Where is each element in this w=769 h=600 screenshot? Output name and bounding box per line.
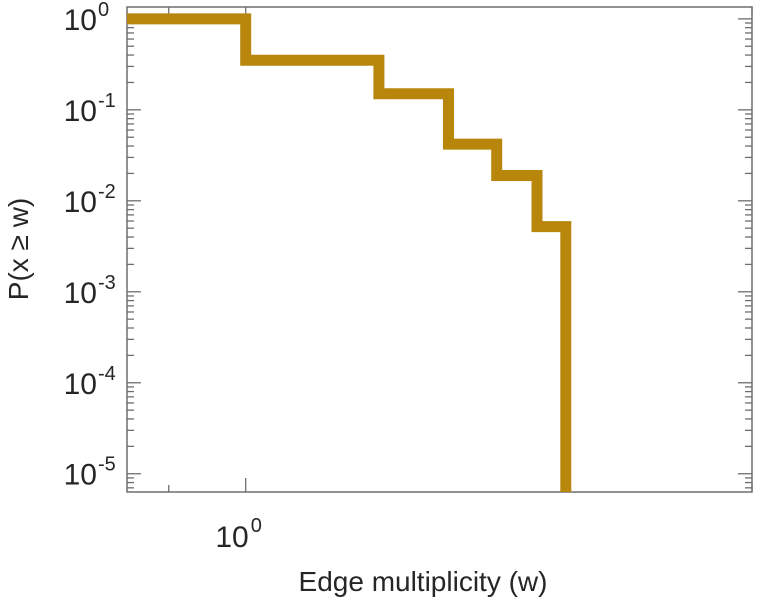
y-tick-exponent: -1: [98, 90, 116, 112]
x-tick-exponent: 0: [251, 515, 262, 537]
y-tick-label: 10: [64, 95, 97, 128]
axis-ticks: [127, 7, 753, 492]
y-tick-label: 10: [64, 277, 97, 310]
y-tick-exponent: -2: [98, 181, 116, 203]
y-tick-exponent: -5: [98, 454, 116, 476]
x-axis-label: Edge multiplicity (w): [299, 566, 548, 597]
y-tick-exponent: -3: [98, 272, 116, 294]
y-tick-label: 10: [64, 4, 97, 37]
y-tick-label: 10: [64, 186, 97, 219]
y-tick-exponent: 0: [98, 0, 109, 21]
data-series: [127, 13, 572, 492]
y-tick-label: 10: [64, 459, 97, 492]
y-tick-exponent: -4: [98, 363, 116, 385]
y-axis-label: P(x ≥ w): [3, 198, 34, 300]
y-tick-label: 10: [64, 368, 97, 401]
x-tick-label: 10: [215, 521, 248, 554]
ccdf-step-line: [127, 13, 572, 492]
tick-labels: 10 010 -110 -210 -310 -410 -510 0: [64, 0, 262, 554]
plot-area: [126, 6, 753, 493]
